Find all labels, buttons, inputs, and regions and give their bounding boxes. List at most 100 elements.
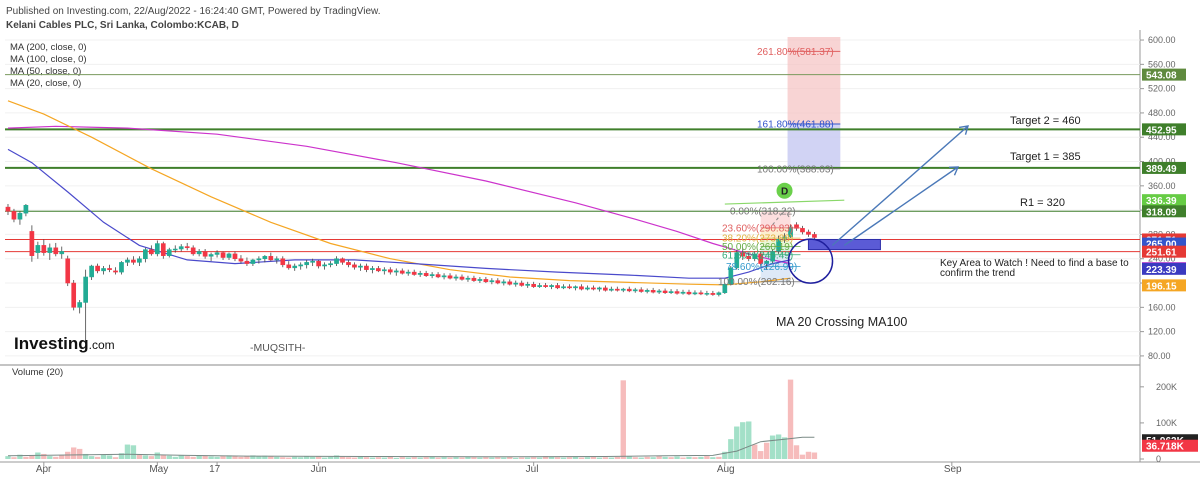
candle-body [262, 256, 268, 259]
volume-bar [722, 451, 728, 459]
volume-bar [632, 457, 638, 459]
candle-body [47, 247, 53, 253]
candle-body [477, 279, 483, 281]
volume-bar [142, 455, 149, 459]
candle-body [238, 258, 244, 262]
candle-body [376, 268, 381, 272]
candle-body [220, 252, 226, 258]
volume-bar [542, 456, 549, 459]
price-badge-label: 543.08 [1146, 71, 1177, 82]
volume-bar [106, 455, 113, 459]
volume-bar [453, 457, 459, 459]
fib-level-label: 100.00%(202.16) [718, 277, 795, 288]
volume-bar [41, 453, 47, 459]
candle-body [405, 271, 411, 274]
candle-body [710, 293, 716, 295]
volume-bar [752, 444, 758, 459]
volume-bar [811, 452, 818, 459]
candle-body [196, 251, 202, 255]
candle-body [471, 277, 477, 281]
time-axis[interactable]: Apr May 17 Jun Jul Aug Sep [36, 462, 962, 475]
candle-body [65, 258, 71, 284]
volume-bar [405, 457, 411, 459]
volume-bar [417, 457, 423, 459]
volume-bar [459, 457, 465, 459]
volume-bar [17, 454, 23, 459]
candle-body [113, 270, 118, 273]
candle-body [567, 286, 572, 289]
candle-body [692, 292, 698, 295]
candle-body [322, 264, 327, 267]
volume-bar [130, 445, 137, 459]
candle-body [734, 252, 740, 269]
candle-body [513, 282, 519, 285]
volume-bar [59, 455, 65, 459]
candle-body [806, 231, 811, 235]
candle-body [399, 270, 405, 274]
candle-body [23, 205, 29, 214]
fib-zone-618-100 [760, 254, 791, 282]
candle-body [483, 279, 489, 283]
candle-body [352, 264, 357, 268]
r1-label: R1 = 320 [1020, 197, 1065, 209]
volume-bar [668, 457, 674, 459]
target1-label: Target 1 = 385 [1010, 151, 1081, 163]
candle-body [149, 249, 154, 255]
candle-body [752, 253, 758, 259]
ma-legend-20[interactable]: MA (20, close, 0) [10, 78, 82, 89]
target2-label: Target 2 = 460 [1010, 115, 1081, 127]
candle-body [268, 256, 274, 261]
candle-body [555, 285, 560, 289]
ma-legend-50[interactable]: MA (50, close, 0) [10, 66, 82, 77]
candle-body [728, 267, 734, 285]
candle-body [650, 290, 656, 293]
volume-bar [674, 456, 680, 459]
candle-body [35, 245, 41, 253]
candle-body [190, 247, 196, 255]
ma-cross-circle [787, 238, 834, 284]
price-axis[interactable]: 80.00120.00160.00200.00240.00280.00320.0… [1140, 35, 1198, 464]
candle-body [423, 273, 429, 276]
volume-bar [686, 456, 692, 459]
volume-bar [769, 435, 776, 459]
point-d-marker [776, 182, 793, 199]
candle-body [740, 252, 746, 257]
candle-body [370, 268, 375, 270]
price-badge [1142, 205, 1186, 218]
volume-bar [214, 456, 220, 459]
price-badge [1142, 245, 1186, 258]
ma-cross-label: MA 20 Crossing MA100 [776, 315, 907, 329]
volume-bar [160, 454, 166, 459]
candle-body [125, 259, 130, 263]
candle-body [393, 270, 399, 273]
candle-body [626, 288, 632, 292]
candle-body [119, 262, 124, 273]
volume-bar [734, 426, 740, 459]
fib-zone-382-50 [760, 238, 791, 247]
fib-level-label: 23.60%(290.83) [722, 223, 793, 234]
annotations-group: 261.80%(581.37) 161.80%(461.88) 100.00%(38… [718, 47, 1129, 329]
volume-bar [375, 457, 382, 459]
volume-bar [321, 457, 328, 459]
volume-bar [602, 457, 609, 459]
volume-bar [435, 457, 441, 459]
target1-arrow [843, 166, 959, 246]
ma-legend-100[interactable]: MA (100, close, 0) [10, 54, 87, 65]
candles-group [5, 204, 817, 344]
volume-bar [781, 437, 788, 459]
candle-body [501, 281, 507, 284]
candle-body [561, 286, 566, 289]
candle-body [172, 248, 178, 251]
ma-legend-200[interactable]: MA (200, close, 0) [10, 42, 87, 53]
volume-bar [429, 456, 435, 459]
fib-zone-236-382 [760, 227, 791, 239]
volume-bar [5, 456, 11, 459]
candle-body [812, 234, 817, 238]
volume-bar [746, 421, 752, 459]
volume-bar [244, 456, 250, 459]
volume-bar [554, 457, 561, 459]
volume-bar [710, 457, 716, 459]
candle-body [716, 292, 722, 295]
volume-bar [692, 457, 698, 459]
